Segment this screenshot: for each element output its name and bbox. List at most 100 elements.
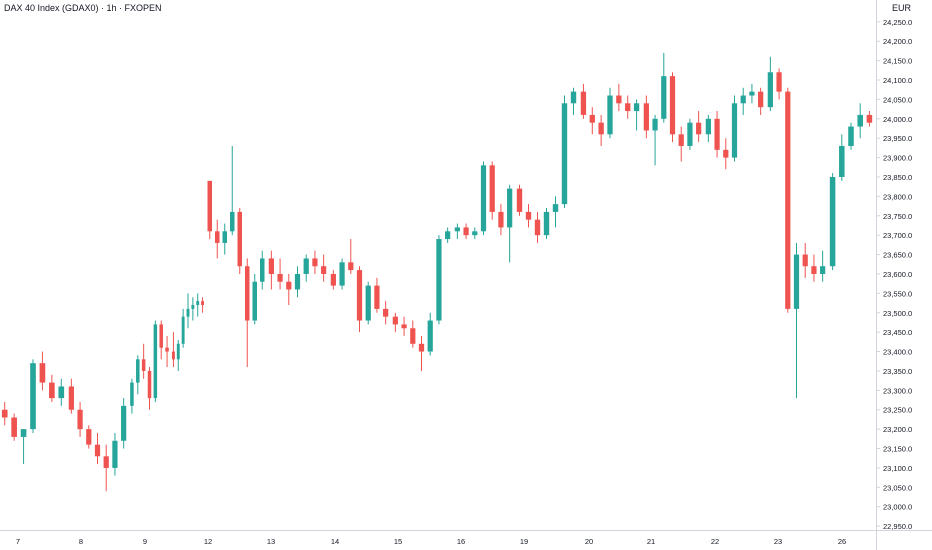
candle-body-up xyxy=(112,440,118,468)
x-tick-label: 7 xyxy=(16,537,20,546)
y-tick-label: 24,100.0 xyxy=(883,76,912,85)
x-tick-label: 9 xyxy=(143,537,147,546)
candle-body-up xyxy=(58,386,65,399)
candle-body-down xyxy=(321,266,327,274)
x-tick-label: 8 xyxy=(79,537,83,546)
candle-body-down xyxy=(165,347,169,352)
y-tick-label: 24,150.0 xyxy=(883,57,912,66)
candle-body-up xyxy=(507,188,513,228)
y-tick-label: 23,200.0 xyxy=(883,425,912,434)
candle-body-down xyxy=(598,122,604,135)
y-tick-label: 24,050.0 xyxy=(883,95,912,104)
candle-body-up xyxy=(130,382,134,406)
candle-body-down xyxy=(758,91,764,108)
candle-body-down xyxy=(268,258,274,274)
candle-body-down xyxy=(245,266,250,321)
candle-body-down xyxy=(643,103,649,131)
candle-body-down xyxy=(49,382,55,399)
candle-body-up xyxy=(570,91,577,104)
candle-body-down xyxy=(392,316,398,325)
x-tick-label: 14 xyxy=(331,537,339,546)
candle-body-down xyxy=(669,76,676,135)
candle-body-up xyxy=(181,316,185,344)
y-tick-label: 24,250.0 xyxy=(883,18,912,27)
candle-body-up xyxy=(191,305,195,309)
candle-body-down xyxy=(348,262,354,271)
x-tick-label: 26 xyxy=(838,537,846,546)
x-tick-label: 12 xyxy=(204,537,212,546)
candle-body-up xyxy=(454,227,460,232)
candle-body-down xyxy=(207,180,212,232)
candle-body-up xyxy=(121,405,127,441)
candle-body-down xyxy=(330,273,336,286)
y-tick-label: 23,750.0 xyxy=(883,212,912,221)
candle-body-down xyxy=(589,114,595,123)
candle-body-down xyxy=(401,324,407,329)
candle-body-up xyxy=(303,258,309,274)
candle-body-down xyxy=(534,219,541,236)
candle-body-down xyxy=(410,328,416,344)
candle-body-down xyxy=(312,258,318,267)
candle-body-up xyxy=(552,204,559,212)
candle-body-down xyxy=(215,231,220,243)
candle-body-down xyxy=(866,114,873,123)
candle-body-down xyxy=(39,363,46,383)
y-tick-label: 23,400.0 xyxy=(883,348,912,357)
x-tick-label: 21 xyxy=(647,537,655,546)
candle-body-down xyxy=(489,165,495,212)
candle-body-down xyxy=(77,409,83,430)
candle-body-up xyxy=(820,266,826,274)
x-tick-label: 13 xyxy=(267,537,275,546)
candle-body-down xyxy=(463,227,469,236)
y-tick-label: 22,950.0 xyxy=(883,522,912,531)
candle-body-down xyxy=(237,211,242,267)
x-tick-label: 20 xyxy=(585,537,593,546)
candle-body-up xyxy=(365,285,371,321)
candle-body-up xyxy=(20,429,27,437)
candle-body-down xyxy=(141,359,146,371)
candle-body-up xyxy=(740,95,746,104)
candle-body-up xyxy=(652,118,658,131)
candle-body-down xyxy=(147,370,152,399)
candle-body-up xyxy=(767,72,773,108)
y-tick-label: 23,050.0 xyxy=(883,483,912,492)
candle-body-down xyxy=(723,149,729,158)
candle-body-down xyxy=(525,211,532,220)
candle-body-down xyxy=(11,417,17,437)
candle-body-down xyxy=(785,91,791,309)
candle-body-down xyxy=(516,188,523,212)
currency-label[interactable]: EUR xyxy=(892,3,912,13)
y-tick-label: 23,250.0 xyxy=(883,406,912,415)
candle-body-up xyxy=(196,301,200,306)
candle-body-down xyxy=(356,270,363,321)
candle-body-up xyxy=(705,118,711,135)
candle-body-up xyxy=(857,114,863,127)
y-tick-label: 23,100.0 xyxy=(883,464,912,473)
candle-body-up xyxy=(633,103,640,112)
candle-body-up xyxy=(252,281,257,321)
candle-body-down xyxy=(776,72,782,92)
candle-body-up xyxy=(561,103,568,205)
candle-body-down xyxy=(678,134,684,146)
candle-body-up xyxy=(339,262,345,286)
candle-body-up xyxy=(30,363,36,430)
candle-body-down xyxy=(94,444,101,457)
candle-body-up xyxy=(445,231,451,240)
candle-body-up xyxy=(260,258,265,282)
candle-body-down xyxy=(498,211,504,228)
y-tick-label: 23,700.0 xyxy=(883,231,912,240)
x-tick-label: 15 xyxy=(394,537,402,546)
y-tick-label: 23,300.0 xyxy=(883,386,912,395)
y-tick-label: 24,200.0 xyxy=(883,37,912,46)
candle-body-down xyxy=(286,281,292,290)
candle-body-up xyxy=(472,231,478,236)
candle-body-down xyxy=(68,386,74,410)
x-tick-label: 22 xyxy=(711,537,719,546)
y-tick-label: 24,000.0 xyxy=(883,115,912,124)
chart-title: DAX 40 Index (GDAX0) · 1h · FXOPEN xyxy=(4,3,162,13)
candle-body-down xyxy=(374,285,380,309)
candle-body-up xyxy=(294,273,301,290)
candle-body-up xyxy=(749,91,755,96)
candle-body-down xyxy=(277,273,283,282)
